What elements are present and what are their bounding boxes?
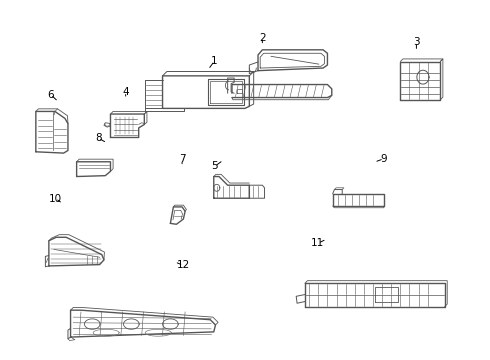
Text: 5: 5 — [211, 162, 218, 171]
Text: 11: 11 — [311, 238, 324, 248]
Text: 10: 10 — [49, 194, 62, 203]
Text: 4: 4 — [122, 87, 129, 97]
Text: 8: 8 — [95, 133, 101, 143]
Text: 1: 1 — [211, 56, 218, 66]
Text: 6: 6 — [47, 90, 54, 100]
Text: 12: 12 — [177, 260, 190, 270]
Text: 9: 9 — [381, 154, 387, 164]
Text: 2: 2 — [259, 33, 266, 43]
Text: 7: 7 — [179, 154, 185, 165]
Text: 3: 3 — [413, 37, 420, 47]
